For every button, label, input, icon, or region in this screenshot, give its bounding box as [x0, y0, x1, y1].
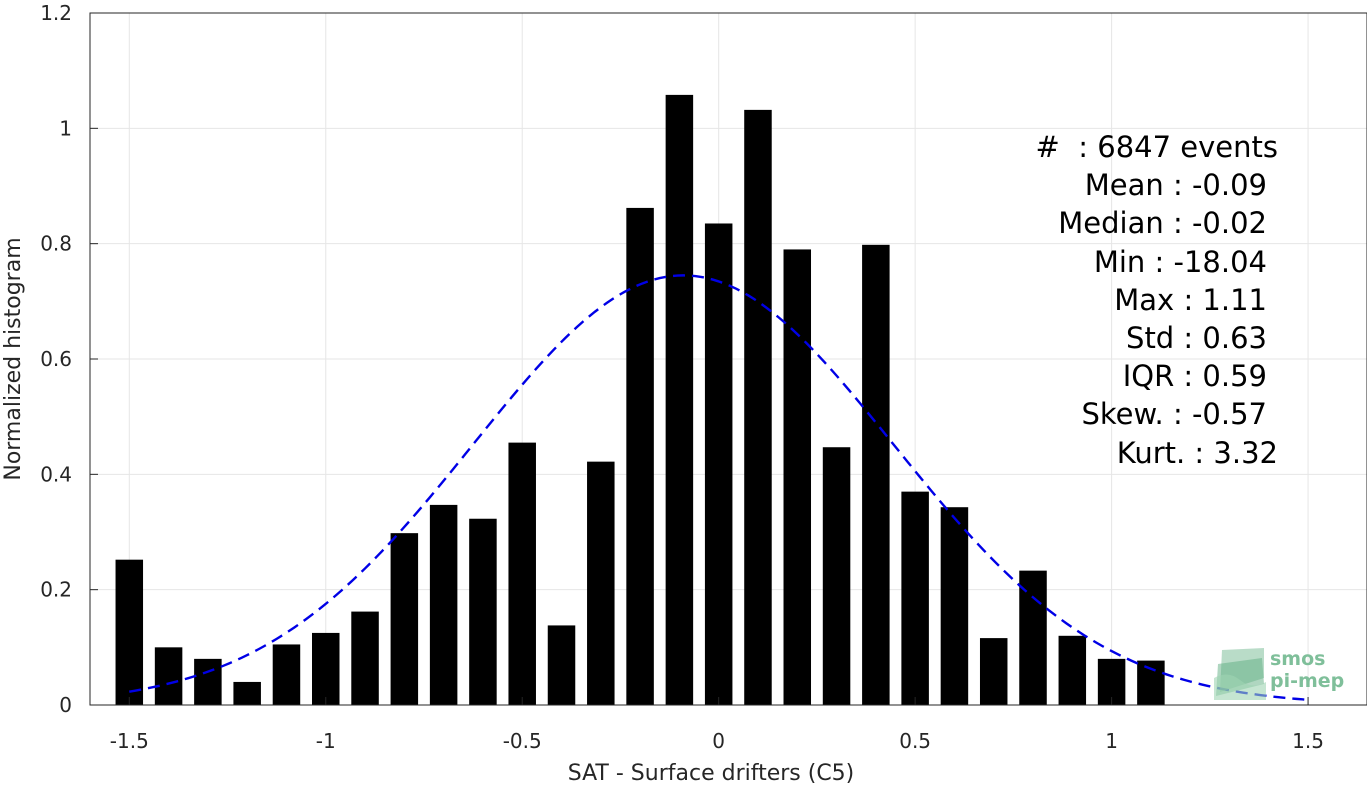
- histogram-bar: [665, 94, 694, 706]
- y-tick-label: 1.2: [40, 1, 72, 25]
- normal-fit-curve: [129, 274, 1309, 702]
- histogram-bar: [547, 625, 576, 705]
- histogram-bar: [901, 491, 929, 705]
- stat-iqr: IQR : 0.59: [1122, 359, 1267, 394]
- stat-max: Max : 1.11: [1114, 282, 1267, 317]
- histogram-bar: [351, 611, 379, 705]
- x-tick-label: -1.5: [110, 729, 149, 753]
- histogram-bar: [194, 658, 222, 705]
- histogram-bar: [233, 681, 261, 705]
- x-tick-label: 0.5: [899, 729, 931, 753]
- x-tick-label: 1.5: [1292, 729, 1324, 753]
- logo-text-smos: smos: [1270, 648, 1326, 670]
- y-tick-label: 0.4: [40, 462, 72, 486]
- histogram-bar: [822, 447, 851, 705]
- histogram-bar: [1058, 635, 1087, 705]
- y-tick-label: 0.6: [40, 347, 72, 371]
- histogram-bar: [390, 533, 419, 705]
- x-tick-label: 1: [1105, 729, 1118, 753]
- x-tick-label: -1: [316, 729, 336, 753]
- histogram-bar: [940, 507, 969, 705]
- histogram-bar: [1137, 660, 1165, 705]
- histogram-bar: [469, 518, 497, 705]
- smos-pi-mep-logo: smos pi-mep: [1214, 644, 1354, 700]
- histogram-bar: [272, 644, 301, 705]
- x-axis-ticks: -1.5 -1 -0.5 0 0.5 1 1.5: [110, 697, 1324, 753]
- y-tick-label: 0.2: [40, 578, 72, 602]
- histogram-bar: [312, 632, 340, 705]
- statistics-box: # : 6847 events Mean : -0.09 Median : -0…: [990, 128, 1280, 472]
- stat-median: Median : -0.02: [1058, 206, 1267, 241]
- y-tick-label: 1: [59, 116, 72, 140]
- histogram-bar: [862, 244, 890, 705]
- x-axis-label: SAT - Surface drifters (C5): [568, 761, 855, 785]
- stat-events: # : 6847 events: [1035, 130, 1278, 164]
- stat-min: Min : -18.04: [1093, 244, 1267, 279]
- y-tick-label: 0: [59, 693, 72, 717]
- bar-series: [115, 94, 1165, 706]
- histogram-bar: [587, 461, 615, 705]
- histogram-bar: [626, 207, 654, 705]
- histogram-bar: [154, 647, 183, 705]
- stat-std: Std : 0.63: [1126, 321, 1267, 356]
- histogram-bar: [429, 504, 458, 705]
- y-axis-ticks: 0 0.2 0.4 0.6 0.8 1 1.2: [40, 1, 98, 717]
- histogram-bar: [979, 638, 1008, 705]
- y-axis-label: Normalized histogram: [1, 237, 26, 480]
- stat-kurt: Kurt. : 3.32: [1116, 435, 1278, 470]
- stat-skew: Skew. : -0.57: [1081, 397, 1267, 432]
- y-tick-label: 0.8: [40, 232, 72, 256]
- logo-wave-icon: [1214, 648, 1266, 700]
- histogram-bar: [704, 223, 733, 705]
- stat-mean: Mean : -0.09: [1084, 168, 1267, 203]
- x-tick-label: -0.5: [503, 729, 542, 753]
- histogram-bar: [783, 249, 812, 705]
- logo-text-pi-mep: pi-mep: [1270, 670, 1345, 692]
- histogram-bar: [508, 442, 536, 705]
- x-tick-label: 0: [712, 729, 725, 753]
- histogram-bar: [115, 559, 144, 705]
- histogram-bar: [744, 109, 772, 705]
- histogram-bar: [1019, 570, 1047, 705]
